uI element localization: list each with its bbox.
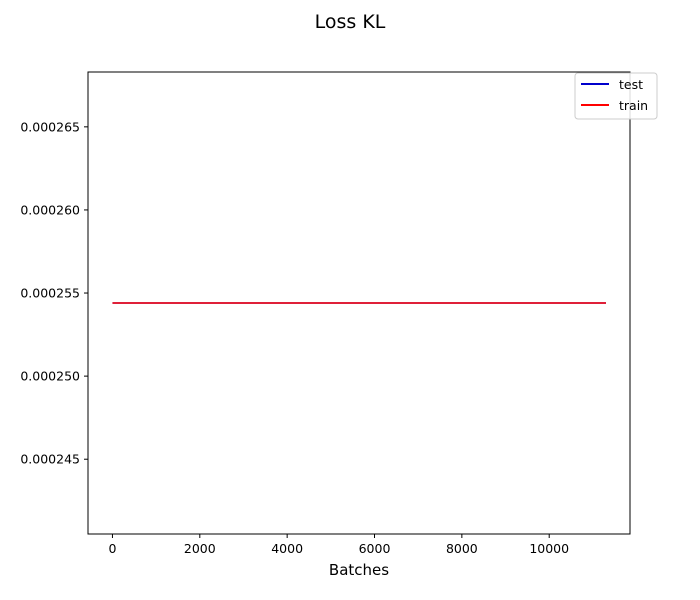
chart-title: Loss KL xyxy=(315,11,386,33)
x-tick-label: 0 xyxy=(108,541,116,556)
x-axis-label: Batches xyxy=(329,561,389,579)
x-tick-label: 8000 xyxy=(446,541,478,556)
legend-label-test: test xyxy=(619,77,643,92)
y-tick-label: 0.000255 xyxy=(20,286,80,301)
y-tick-label: 0.000245 xyxy=(20,452,80,467)
x-tick-label: 2000 xyxy=(184,541,216,556)
y-tick-label: 0.000250 xyxy=(20,369,80,384)
x-tick-label: 4000 xyxy=(271,541,303,556)
x-tick-label: 6000 xyxy=(359,541,391,556)
y-axis-ticks: 0.000245 0.000250 0.000255 0.000260 0.000265 xyxy=(20,119,88,467)
y-tick-label: 0.000265 xyxy=(20,119,80,134)
y-tick-label: 0.000260 xyxy=(20,202,80,217)
plot-frame xyxy=(87,71,631,535)
x-axis-ticks: 0 2000 4000 6000 8000 10000 xyxy=(108,534,569,556)
legend: test train xyxy=(574,72,658,120)
x-tick-label: 10000 xyxy=(529,541,569,556)
legend-label-train: train xyxy=(619,98,648,113)
